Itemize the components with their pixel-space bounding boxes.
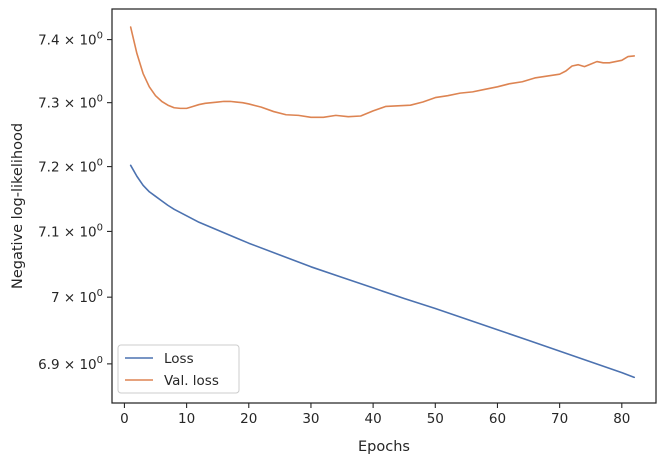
plot-area: [129, 26, 636, 379]
y-tick-label: 7 × 100: [51, 288, 103, 306]
x-axis-label: Epochs: [358, 439, 410, 455]
legend-label: Loss: [164, 351, 194, 367]
y-tick-label: 7.1 × 100: [38, 222, 103, 240]
x-tick-label: 40: [365, 411, 382, 427]
x-tick-label: 60: [489, 411, 506, 427]
legend: Loss Val. loss: [117, 344, 240, 394]
x-tick-label: 30: [302, 411, 319, 427]
y-axis: 6.9 × 100 7 × 100 7.1 × 100 7.2 × 100 7.3 × …: [38, 31, 112, 373]
y-tick-label: 7.3 × 100: [38, 94, 103, 112]
x-tick-label: 20: [240, 411, 257, 427]
series-line-2: [129, 26, 636, 119]
series-line-1: [129, 164, 636, 379]
x-tick-label: 10: [178, 411, 195, 427]
x-tick-label: 0: [120, 411, 129, 427]
x-tick-label: 80: [613, 411, 630, 427]
y-tick-label: 6.9 × 100: [38, 355, 103, 373]
x-tick-label: 50: [427, 411, 444, 427]
legend-box: [117, 344, 240, 394]
y-axis-label: Negative log-likelihood: [10, 123, 26, 289]
x-tick-label: 70: [551, 411, 568, 427]
y-tick-label: 7.2 × 100: [38, 158, 103, 176]
legend-label: Val. loss: [164, 373, 219, 389]
plot-frame: [111, 8, 657, 404]
x-axis: 0 10 20 30 40 50 60 70 80: [120, 403, 630, 427]
y-tick-label: 7.4 × 100: [38, 31, 103, 49]
